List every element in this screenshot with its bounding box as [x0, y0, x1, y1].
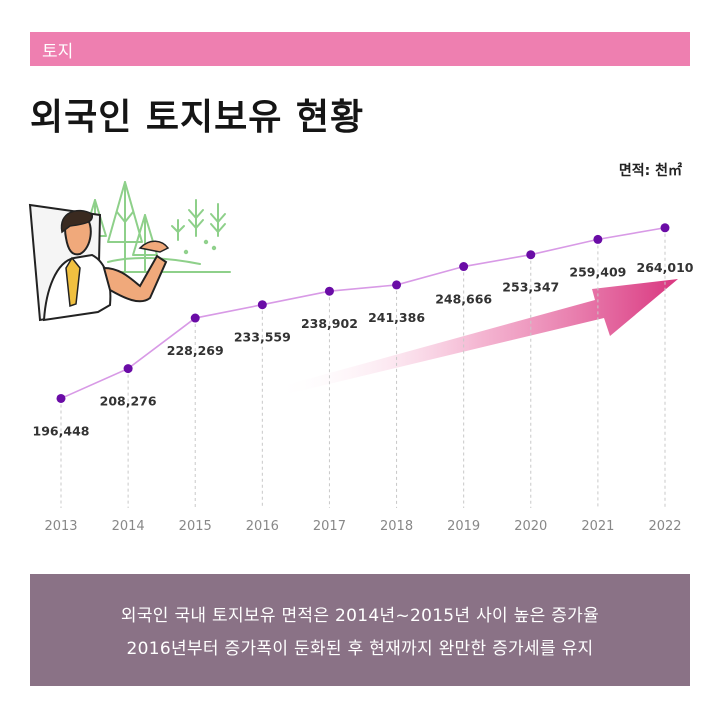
x-tick-2016: 2016 — [246, 519, 279, 534]
x-tick-2021: 2021 — [581, 519, 614, 534]
forest-scene-icon — [83, 181, 231, 273]
value-label-2014: 208,276 — [100, 394, 157, 409]
value-labels: 196,448 208,276 228,269 233,559 238,902 241,3… — [33, 260, 694, 439]
data-point-2017 — [324, 286, 334, 296]
line-chart: 196,448 208,276 228,269 233,559 238,902 241,3… — [28, 181, 694, 534]
series-line — [60, 226, 666, 400]
value-label-2015: 228,269 — [167, 343, 224, 358]
x-axis-labels: 2013 2014 2015 2016 2017 2018 2019 2020 2021 2022 — [44, 519, 681, 534]
x-tick-2013: 2013 — [44, 519, 77, 534]
x-tick-2014: 2014 — [112, 519, 145, 534]
value-label-2018: 241,386 — [368, 310, 425, 325]
data-point-2016 — [257, 300, 267, 310]
value-label-2013: 196,448 — [33, 423, 90, 438]
x-tick-2019: 2019 — [447, 519, 480, 534]
summary-line-1: 외국인 국내 토지보유 면적은 2014년~2015년 사이 높은 증가율 — [120, 606, 600, 626]
value-label-2022: 264,010 — [637, 260, 694, 275]
x-tick-2020: 2020 — [514, 519, 547, 534]
value-label-2020: 253,347 — [502, 280, 559, 295]
category-tag-label: 토지 — [42, 41, 74, 62]
data-point-2018 — [392, 280, 402, 290]
x-tick-2017: 2017 — [313, 519, 346, 534]
value-label-2017: 238,902 — [301, 316, 358, 331]
value-label-2016: 233,559 — [234, 330, 291, 345]
trend-arrow — [275, 279, 678, 396]
data-point-2020 — [526, 250, 536, 260]
data-point-2021 — [593, 234, 603, 244]
unit-label: 면적: 천㎡ — [618, 163, 682, 179]
page-title: 외국인 토지보유 현황 — [30, 97, 365, 138]
summary-line-2: 2016년부터 증가폭이 둔화된 후 현재까지 완만한 증가세를 유지 — [126, 639, 594, 659]
category-tag-bar: 토지 — [30, 32, 690, 66]
data-point-2015 — [190, 313, 200, 323]
data-point-2019 — [459, 262, 469, 272]
value-label-2021: 259,409 — [569, 264, 626, 279]
presenter-illustration — [28, 203, 170, 322]
value-label-2019: 248,666 — [435, 292, 492, 307]
summary-box: 외국인 국내 토지보유 면적은 2014년~2015년 사이 높은 증가율 20… — [30, 574, 690, 686]
data-markers — [56, 223, 670, 403]
data-point-2013 — [56, 393, 66, 403]
data-point-2022 — [660, 223, 670, 233]
x-tick-2022: 2022 — [648, 519, 681, 534]
x-tick-2018: 2018 — [380, 519, 413, 534]
x-tick-2015: 2015 — [179, 519, 212, 534]
data-point-2014 — [123, 364, 133, 374]
guide-lines — [60, 233, 666, 508]
